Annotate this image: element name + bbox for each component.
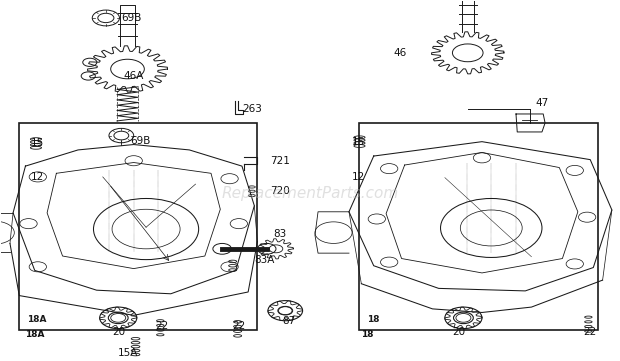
Text: 18: 18: [361, 330, 374, 339]
Text: 20: 20: [112, 327, 125, 336]
Text: 47: 47: [536, 98, 549, 108]
Text: 46A: 46A: [123, 71, 144, 81]
Text: 15A: 15A: [118, 348, 139, 358]
Text: 69B: 69B: [131, 136, 151, 146]
Text: 263: 263: [242, 104, 262, 114]
Text: 18A: 18A: [25, 330, 45, 339]
Text: 15: 15: [30, 138, 43, 148]
Text: 83: 83: [273, 230, 286, 239]
Text: 22: 22: [583, 327, 596, 336]
Text: 20: 20: [452, 327, 466, 336]
Text: 12: 12: [30, 172, 43, 182]
Text: 12: 12: [352, 172, 365, 182]
Text: 46: 46: [394, 48, 407, 58]
Text: 721: 721: [270, 156, 290, 166]
Text: 720: 720: [270, 186, 290, 196]
Text: 83A: 83A: [254, 255, 275, 265]
Bar: [19, 123, 257, 330]
Text: 87: 87: [282, 316, 295, 326]
Bar: [360, 123, 598, 330]
Text: 15: 15: [352, 137, 365, 147]
Text: 22: 22: [156, 321, 169, 331]
Text: 18: 18: [368, 316, 380, 324]
Text: 18A: 18A: [27, 316, 46, 324]
Text: 22: 22: [232, 321, 246, 331]
Text: 69B: 69B: [122, 13, 142, 23]
Text: ReplacementParts.com: ReplacementParts.com: [221, 186, 399, 201]
